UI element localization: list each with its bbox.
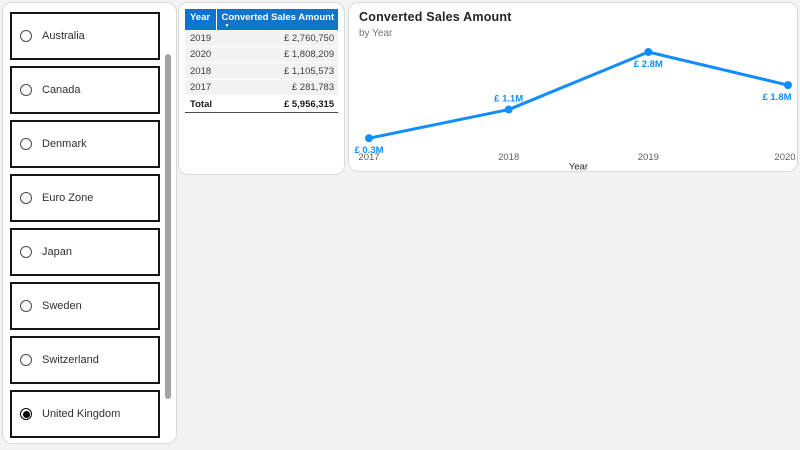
data-point[interactable] — [644, 48, 653, 56]
data-label: £ 1.8M — [762, 92, 791, 103]
slicer-item-label: Canada — [42, 84, 81, 96]
slicer-item-label: United Kingdom — [42, 408, 121, 420]
cell-amount: £ 1,105,573 — [216, 62, 339, 80]
cell-year: 2017 — [185, 79, 216, 96]
table-row[interactable]: 2018 £ 1,105,573 — [185, 62, 339, 80]
slicer-item-sweden[interactable]: Sweden — [10, 282, 160, 330]
slicer-item-label: Switzerland — [42, 354, 99, 366]
data-label: £ 2.8M — [634, 59, 663, 70]
sales-line-chart-card: £ 0.3M 2017 £ 1.1M 2018 £ 2.8M 2019 £ 1.8M 2020… — [348, 2, 798, 172]
x-axis-tick-label: 2020 — [774, 152, 795, 163]
radio-icon[interactable] — [20, 246, 32, 258]
cell-amount: £ 1,808,209 — [216, 46, 339, 63]
slicer-item-label: Euro Zone — [42, 192, 94, 204]
trend-line — [367, 50, 790, 140]
cell-amount: £ 281,783 — [216, 79, 339, 96]
sort-descending-icon: ▼ — [224, 23, 230, 29]
data-point[interactable] — [504, 105, 513, 114]
slicer-item-label: Australia — [42, 30, 85, 42]
slicer-item-denmark[interactable]: Denmark — [10, 120, 160, 168]
cell-year: 2020 — [185, 46, 216, 63]
country-slicer: Australia Canada Denmark Euro Zone Japan… — [2, 2, 177, 444]
slicer-item-canada[interactable]: Canada — [10, 66, 160, 114]
radio-icon[interactable] — [20, 408, 32, 420]
column-header-label: Year — [190, 12, 211, 23]
table-total-row: Total £ 5,956,315 — [185, 95, 339, 113]
slicer-scrollbar[interactable] — [165, 54, 171, 399]
cell-amount: £ 2,760,750 — [216, 30, 339, 47]
chart-title: Converted Sales Amount — [359, 10, 512, 24]
slicer-item-euro-zone[interactable]: Euro Zone — [10, 174, 160, 222]
slicer-list: Australia Canada Denmark Euro Zone Japan… — [10, 12, 160, 438]
table-header-row: Year Converted Sales Amount ▼ — [185, 9, 339, 30]
data-label: £ 0.3M — [354, 145, 383, 156]
table-row[interactable]: 2019 £ 2,760,750 — [185, 30, 339, 47]
radio-icon[interactable] — [20, 30, 32, 42]
slicer-item-label: Denmark — [42, 138, 87, 150]
radio-icon[interactable] — [20, 300, 32, 312]
total-label: Total — [185, 95, 216, 113]
x-axis-title: Year — [569, 162, 588, 172]
slicer-item-australia[interactable]: Australia — [10, 12, 160, 60]
table-row[interactable]: 2017 £ 281,783 — [185, 79, 339, 96]
table-row[interactable]: 2020 £ 1,808,209 — [185, 46, 339, 63]
x-axis-tick-label: 2019 — [638, 152, 659, 163]
sales-table-card: Year Converted Sales Amount ▼ 2019 £ 2,7… — [178, 2, 345, 175]
sales-table: Year Converted Sales Amount ▼ 2019 £ 2,7… — [185, 9, 339, 113]
radio-icon[interactable] — [20, 84, 32, 96]
radio-icon[interactable] — [20, 138, 32, 150]
total-amount: £ 5,956,315 — [216, 95, 339, 113]
data-point[interactable] — [365, 134, 373, 143]
cell-year: 2018 — [185, 62, 216, 80]
data-point[interactable] — [784, 81, 792, 90]
data-label: £ 1.1M — [494, 94, 523, 105]
radio-icon[interactable] — [20, 192, 32, 204]
x-axis-tick-label: 2018 — [498, 152, 519, 163]
column-header-amount[interactable]: Converted Sales Amount ▼ — [216, 9, 339, 30]
slicer-item-label: Sweden — [42, 300, 82, 312]
column-header-label: Converted Sales Amount — [221, 12, 335, 23]
radio-icon[interactable] — [20, 354, 32, 366]
slicer-item-label: Japan — [42, 246, 72, 258]
slicer-item-switzerland[interactable]: Switzerland — [10, 336, 160, 384]
cell-year: 2019 — [185, 30, 216, 47]
chart-subtitle: by Year — [359, 28, 393, 39]
slicer-item-japan[interactable]: Japan — [10, 228, 160, 276]
x-axis-tick-label: 2017 — [358, 152, 379, 163]
column-header-year[interactable]: Year — [185, 9, 217, 30]
slicer-item-united-kingdom[interactable]: United Kingdom — [10, 390, 160, 438]
